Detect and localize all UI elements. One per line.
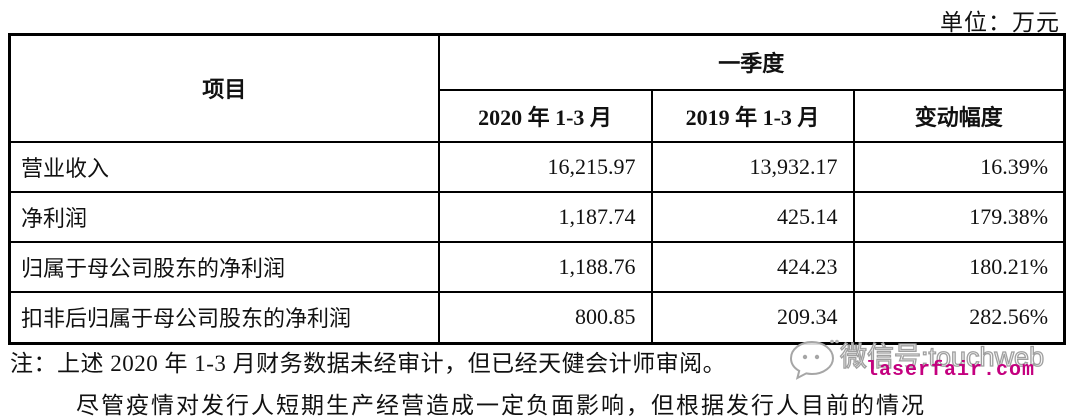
value-2020: 16,215.97 [437,140,653,193]
header-quarter-group: 一季度 [437,33,1066,91]
header-2019: 2019 年 1-3 月 [650,88,855,143]
value-2019: 13,932.17 [650,140,855,193]
header-2020: 2020 年 1-3 月 [437,88,653,143]
header-item: 项目 [8,33,440,143]
value-change: 16.39% [852,140,1066,193]
table-row: 扣非后归属于母公司股东的净利润 800.85 209.34 282.56% [8,290,1066,345]
header-row-periods: 2020 年 1-3 月 2019 年 1-3 月 变动幅度 [10,88,1066,143]
row-item-label: 扣非后归属于母公司股东的净利润 [8,290,440,345]
table-row: 营业收入 16,215.97 13,932.17 16.39% [8,140,1066,193]
audit-note: 注：上述 2020 年 1-3 月财务数据未经审计，但已经天健会计师审阅。 [10,351,727,376]
value-2019: 209.34 [650,290,855,345]
value-2019: 424.23 [650,240,855,293]
site-label: laserfair.com [866,359,1036,382]
wechat-id-label: 微信号:touchweb [839,341,1045,372]
quarterly-financials-table: 项目 一季度 2020 年 1-3 月 2019 年 1-3 月 变动幅度 营业… [8,33,1067,345]
header-row-group: 项目 一季度 [8,33,1066,143]
value-2020: 1,188.76 [437,240,653,293]
row-item-label: 归属于母公司股东的净利润 [8,240,440,293]
unit-label: 单位：万元 [940,10,1060,35]
wechat-bubble-icon [788,338,840,389]
value-change: 282.56% [852,290,1066,345]
document-page: { "page": { "unit_label": "单位：万元", "note… [8,10,1080,418]
row-item-label: 净利润 [8,190,440,243]
value-2019: 425.14 [650,190,855,243]
value-2020: 800.85 [437,290,653,345]
value-2020: 1,187.74 [437,190,653,243]
table-row: 归属于母公司股东的净利润 1,188.76 424.23 180.21% [8,240,1066,293]
row-item-label: 营业收入 [8,140,440,193]
value-change: 180.21% [852,240,1066,293]
value-change: 179.38% [852,190,1066,243]
table-row: 净利润 1,187.74 425.14 179.38% [8,190,1066,243]
watermark: 微信号:touchweb laserfair.com [786,332,1080,401]
header-change: 变动幅度 [852,88,1066,143]
